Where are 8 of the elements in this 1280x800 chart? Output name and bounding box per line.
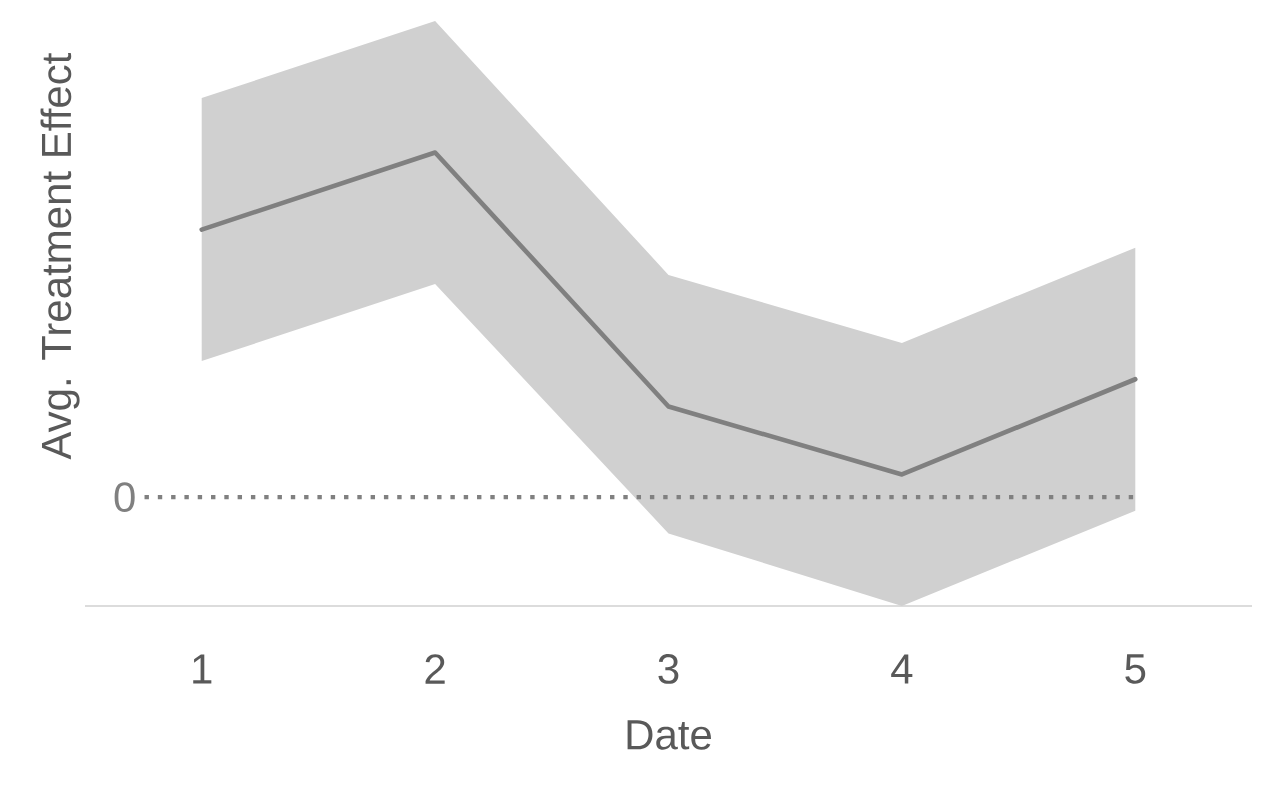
ref-line-label: 0 — [114, 482, 135, 513]
x-tick-label: 3 — [658, 654, 679, 684]
x-tick-label: 4 — [891, 654, 913, 684]
y-axis-title: Avg. Treatment Effect — [40, 52, 80, 460]
x-axis-title: Date — [627, 720, 711, 750]
x-tick-label: 2 — [425, 654, 445, 684]
x-tick-label: 5 — [1125, 654, 1146, 684]
x-tick-label: 1 — [193, 654, 212, 684]
